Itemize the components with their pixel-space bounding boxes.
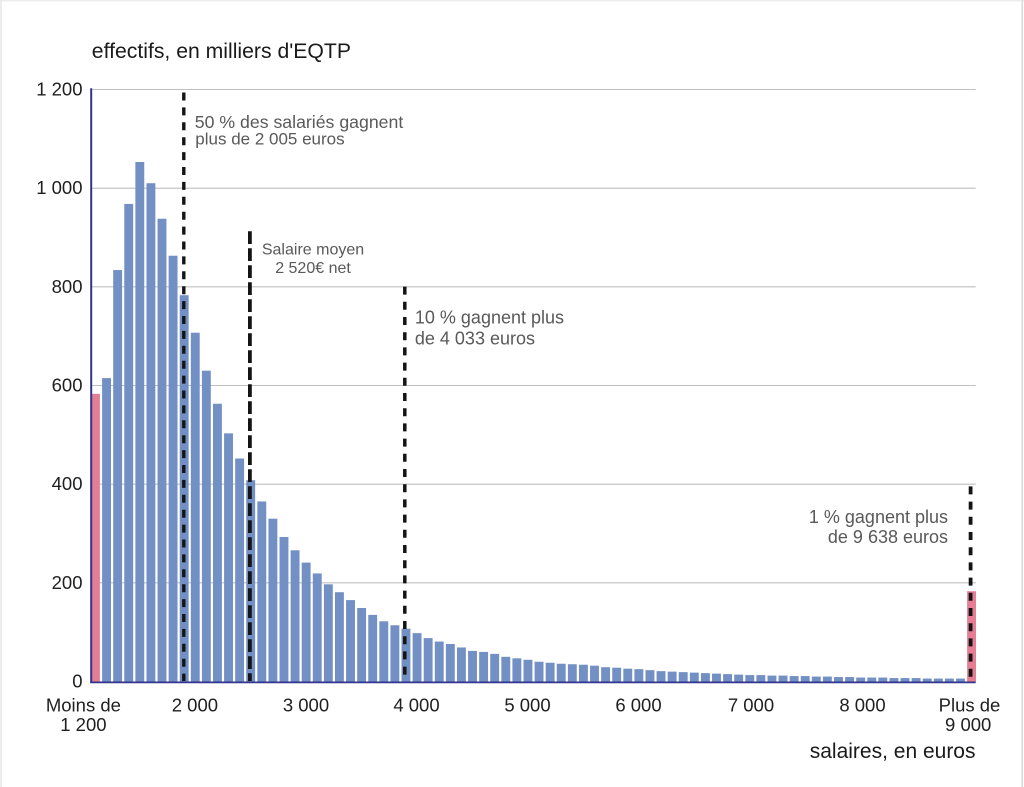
svg-text:Salaire moyen: Salaire moyen [262,242,364,259]
svg-text:Moins de: Moins de [46,695,121,716]
svg-text:50 % des salariés gagnent: 50 % des salariés gagnent [195,112,404,132]
svg-text:800: 800 [52,276,83,297]
svg-text:1 000: 1 000 [36,177,82,198]
svg-text:effectifs, en milliers d'EQTP: effectifs, en milliers d'EQTP [92,40,351,63]
svg-text:4 000: 4 000 [393,695,439,716]
svg-text:0: 0 [72,671,82,692]
svg-text:salaires, en euros: salaires, en euros [810,740,976,763]
svg-text:de 4 033 euros: de 4 033 euros [415,328,535,348]
svg-text:de 9 638 euros: de 9 638 euros [828,527,948,547]
svg-text:3 000: 3 000 [283,695,329,716]
svg-text:400: 400 [52,473,83,494]
svg-text:2 520€ net: 2 520€ net [275,260,351,277]
svg-text:1 200: 1 200 [60,714,106,735]
svg-text:8 000: 8 000 [839,695,885,716]
svg-text:600: 600 [52,375,83,396]
svg-text:7 000: 7 000 [728,695,774,716]
svg-text:9 000: 9 000 [945,714,991,735]
svg-text:Plus de: Plus de [939,695,1001,716]
svg-text:1 200: 1 200 [36,79,82,100]
svg-text:2 000: 2 000 [172,695,218,716]
svg-text:200: 200 [52,572,83,593]
svg-text:6 000: 6 000 [615,695,661,716]
svg-text:10 % gagnent plus: 10 % gagnent plus [415,308,564,328]
svg-text:plus de 2 005 euros: plus de 2 005 euros [195,130,344,149]
svg-text:1 % gagnent plus: 1 % gagnent plus [809,507,948,527]
svg-text:5 000: 5 000 [504,695,550,716]
